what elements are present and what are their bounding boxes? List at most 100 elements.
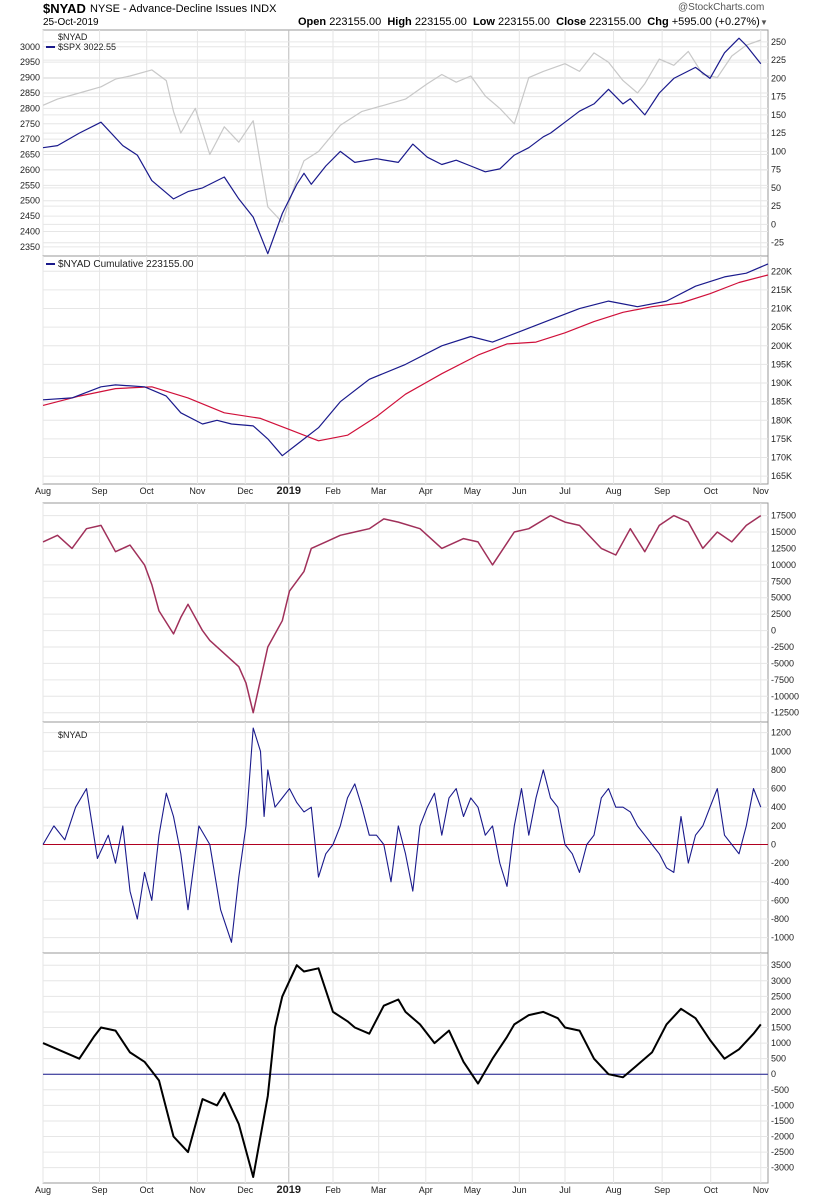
x-tick-label: Sep xyxy=(654,1185,670,1195)
chart-date: 25-Oct-2019 xyxy=(43,17,99,28)
x-tick-label: Mar xyxy=(371,1185,387,1195)
panel-frame xyxy=(42,29,769,257)
right-axis-tick-label: 0 xyxy=(771,1069,776,1079)
low-label: Low xyxy=(472,16,495,28)
right-axis-tick-label: 1000 xyxy=(771,1038,791,1048)
left-axis-tick-label: 2550 xyxy=(20,180,40,190)
right-axis-tick-label: 170K xyxy=(771,453,792,463)
left-axis-tick-label: 2600 xyxy=(20,165,40,175)
x-tick-label: Dec xyxy=(237,1185,254,1195)
x-tick-label: May xyxy=(464,1185,482,1195)
x-tick-label: Apr xyxy=(419,1185,433,1195)
right-axis-tick-label: 1500 xyxy=(771,1023,791,1033)
x-tick-label: Aug xyxy=(35,1185,51,1195)
left-axis-tick-label: 2750 xyxy=(20,119,40,129)
high-value: 223155.00 xyxy=(414,16,467,28)
x-tick-label: Apr xyxy=(419,486,433,496)
right-axis-tick-label: 1000 xyxy=(771,746,791,756)
right-axis-tick-label: 400 xyxy=(771,802,786,812)
close-value: 223155.00 xyxy=(589,16,642,28)
right-axis-tick-label: 220K xyxy=(771,266,792,276)
right-axis-tick-label: -600 xyxy=(771,895,789,905)
right-axis-tick-label: 50 xyxy=(771,183,781,193)
x-tick-label: Sep xyxy=(92,486,108,496)
legend-nyad-daily: $NYAD xyxy=(58,730,88,740)
chart-header: $NYAD NYSE - Advance-Decline Issues INDX… xyxy=(0,0,820,30)
right-axis-tick-label: 12500 xyxy=(771,543,796,553)
legend-cumulative: $NYAD Cumulative 223155.00 xyxy=(58,259,194,270)
x-tick-label: Aug xyxy=(35,486,51,496)
left-axis-tick-label: 2500 xyxy=(20,196,40,206)
open-value: 223155.00 xyxy=(329,16,382,28)
right-axis-tick-label: -500 xyxy=(771,1085,789,1095)
left-axis-tick-label: 2650 xyxy=(20,150,40,160)
left-axis-tick-label: 2350 xyxy=(20,242,40,252)
right-axis-tick-label: 100 xyxy=(771,146,786,156)
right-axis-tick-label: 2000 xyxy=(771,1007,791,1017)
right-axis-tick-label: 225 xyxy=(771,55,786,65)
right-axis-tick-label: 3000 xyxy=(771,976,791,986)
right-axis-tick-label: 2500 xyxy=(771,991,791,1001)
open-label: Open xyxy=(298,16,327,28)
right-axis-tick-label: 0 xyxy=(771,219,776,229)
x-tick-label: Jul xyxy=(559,1185,571,1195)
x-tick-label: Oct xyxy=(140,1185,155,1195)
right-axis-tick-label: -2500 xyxy=(771,1147,794,1157)
spx-line xyxy=(42,39,762,223)
x-tick-label: Feb xyxy=(325,1185,341,1195)
stockcharts-logo[interactable]: @StockCharts.com xyxy=(678,2,765,13)
x-tick-label: Aug xyxy=(606,1185,622,1195)
ohlc-readout: Open 223155.00 High 223155.00 Low 223155… xyxy=(298,16,760,28)
right-axis-tick-label: 210K xyxy=(771,304,792,314)
panel-frame xyxy=(42,721,769,954)
x-tick-label: Jun xyxy=(512,486,527,496)
right-axis-tick-label: 0 xyxy=(771,626,776,636)
x-tick-label: Nov xyxy=(753,1185,770,1195)
collapse-arrow-icon[interactable]: ▼ xyxy=(760,18,768,27)
right-axis-tick-label: 75 xyxy=(771,165,781,175)
right-axis-tick-label: -400 xyxy=(771,877,789,887)
right-axis-tick-label: -12500 xyxy=(771,708,799,718)
right-axis-tick-label: 7500 xyxy=(771,576,791,586)
x-tick-label: Sep xyxy=(92,1185,108,1195)
left-axis-tick-label: 2400 xyxy=(20,227,40,237)
right-axis-tick-label: 200 xyxy=(771,73,786,83)
right-axis-tick-label: -200 xyxy=(771,858,789,868)
right-axis-tick-label: 3500 xyxy=(771,960,791,970)
right-axis-tick-label: 165K xyxy=(771,471,792,481)
panel-frame xyxy=(42,502,769,723)
right-axis-tick-label: 175 xyxy=(771,92,786,102)
right-axis-tick-label: 150 xyxy=(771,110,786,120)
right-axis-tick-label: -2000 xyxy=(771,1132,794,1142)
right-axis-tick-label: 600 xyxy=(771,784,786,794)
left-axis-tick-label: 2700 xyxy=(20,134,40,144)
left-axis-tick-label: 3000 xyxy=(20,42,40,52)
x-tick-label: Aug xyxy=(606,486,622,496)
x-tick-label: Jul xyxy=(559,486,571,496)
x-tick-label: Oct xyxy=(140,486,155,496)
symbol-description: NYSE - Advance-Decline Issues INDX xyxy=(90,3,277,15)
right-axis-tick-label: 185K xyxy=(771,397,792,407)
right-axis-tick-label: 200 xyxy=(771,821,786,831)
nyad-line xyxy=(42,37,762,255)
right-axis-tick-label: 195K xyxy=(771,359,792,369)
x-tick-label: Nov xyxy=(753,486,770,496)
right-axis-tick-label: 1200 xyxy=(771,728,791,738)
right-axis-tick-label: 215K xyxy=(771,285,792,295)
right-axis-tick-label: -1500 xyxy=(771,1116,794,1126)
left-axis-tick-label: 2450 xyxy=(20,211,40,221)
x-tick-label: Feb xyxy=(325,486,341,496)
right-axis-tick-label: 175K xyxy=(771,434,792,444)
right-axis-tick-label: -1000 xyxy=(771,1100,794,1110)
panel-frame xyxy=(42,952,769,1184)
x-tick-label: May xyxy=(464,486,482,496)
symbol-title: $NYAD xyxy=(43,1,86,16)
oscillator-line xyxy=(42,514,762,714)
x-tick-label: Jun xyxy=(512,1185,527,1195)
right-axis-tick-label: 500 xyxy=(771,1054,786,1064)
left-axis-tick-label: 2950 xyxy=(20,57,40,67)
left-axis-tick-label: 2850 xyxy=(20,88,40,98)
right-axis-tick-label: -2500 xyxy=(771,642,794,652)
right-axis-tick-label: 25 xyxy=(771,201,781,211)
x-tick-label: 2019 xyxy=(277,1184,301,1196)
